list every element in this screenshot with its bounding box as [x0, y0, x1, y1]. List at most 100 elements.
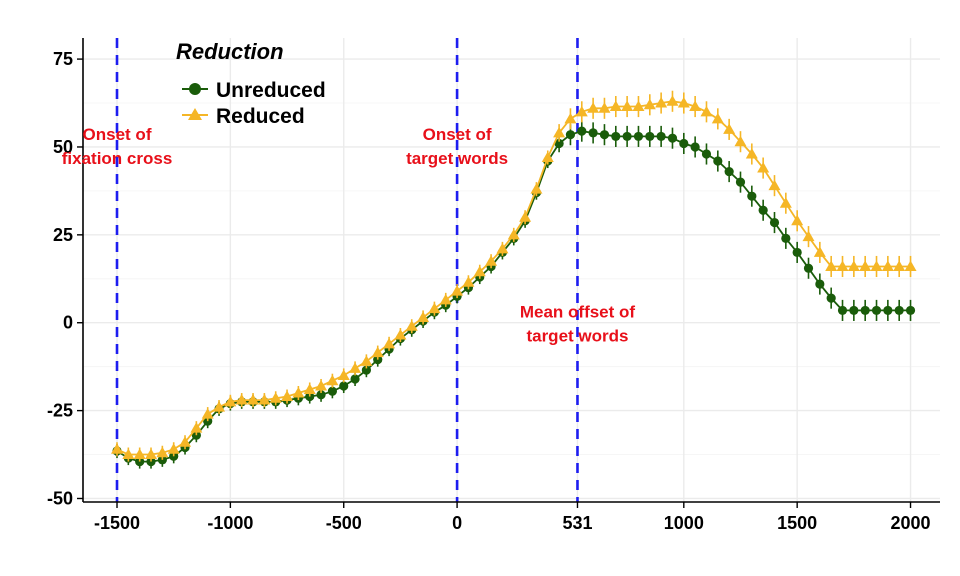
data-point	[666, 95, 679, 106]
data-point	[190, 422, 203, 433]
data-point	[621, 100, 634, 112]
data-point	[588, 128, 598, 138]
reference-lines	[115, 38, 579, 502]
data-point	[496, 242, 509, 254]
data-point	[723, 123, 736, 134]
data-point	[201, 408, 214, 419]
annotations: Onset of fixation cross Onset of target wor…	[62, 125, 636, 346]
data-point	[554, 138, 564, 149]
data-point	[701, 149, 712, 159]
x-tick-label: 0	[452, 513, 462, 533]
data-point	[893, 260, 906, 271]
data-point	[575, 105, 588, 117]
data-point	[883, 305, 893, 316]
data-point	[473, 265, 486, 277]
legend-item-unreduced: Unreduced	[182, 79, 326, 102]
data-point	[645, 131, 655, 142]
data-point	[564, 112, 577, 124]
data-point	[677, 97, 690, 108]
data-point	[553, 126, 566, 138]
y-tick-label: 75	[53, 49, 73, 69]
data-point	[735, 177, 746, 187]
data-point	[292, 387, 305, 398]
data-point	[655, 97, 668, 108]
x-tick-label: -1000	[207, 513, 253, 533]
data-point	[350, 374, 360, 384]
data-point	[815, 279, 825, 289]
data-point	[791, 214, 804, 226]
data-point	[339, 381, 349, 391]
data-point	[792, 247, 802, 258]
annotation-text: Onset of	[83, 125, 152, 144]
data-point	[690, 142, 700, 152]
data-point	[303, 383, 316, 395]
series-reduced	[111, 90, 917, 462]
data-point	[826, 293, 836, 303]
data-point	[757, 162, 770, 173]
legend-label-unreduced: Unreduced	[216, 79, 326, 102]
data-point	[871, 305, 882, 316]
data-point	[417, 311, 430, 322]
data-point	[394, 329, 407, 340]
data-point	[439, 293, 452, 305]
data-point	[881, 260, 894, 271]
y-tick-label: 25	[53, 225, 73, 245]
data-point	[451, 285, 464, 296]
data-point	[713, 156, 723, 166]
y-tick-label: -50	[47, 488, 73, 508]
data-point	[836, 260, 849, 271]
annotation-text: Mean offset of	[520, 302, 636, 321]
data-point	[609, 100, 622, 112]
data-point	[689, 100, 702, 112]
data-point	[485, 255, 498, 266]
data-point	[247, 394, 260, 405]
data-point	[904, 260, 917, 271]
data-point	[837, 305, 848, 316]
data-point	[813, 246, 826, 257]
data-point	[667, 133, 678, 143]
data-point	[622, 131, 632, 142]
data-point	[327, 386, 337, 396]
series-line-reduced	[116, 100, 911, 456]
data-point	[632, 100, 645, 112]
data-point	[802, 230, 815, 242]
data-point	[734, 135, 747, 147]
data-point	[167, 443, 180, 454]
data-point	[747, 191, 757, 201]
series-layer	[111, 90, 917, 469]
data-point	[122, 448, 135, 460]
data-point	[599, 130, 610, 140]
x-tick-label: 1000	[664, 513, 704, 533]
data-point	[724, 166, 734, 177]
data-point	[803, 263, 814, 273]
data-point	[361, 365, 371, 375]
data-point	[587, 102, 600, 113]
legend-title: Reduction	[176, 39, 284, 64]
data-point	[462, 276, 475, 287]
legend-item-reduced: Reduced	[182, 105, 305, 128]
annotation-text: Onset of	[423, 125, 492, 144]
data-point	[133, 448, 146, 460]
data-point	[111, 443, 124, 454]
data-point	[145, 448, 158, 460]
annotation-text: target words	[406, 149, 508, 168]
data-point	[530, 183, 543, 194]
x-tick-label: 531	[562, 513, 592, 533]
series-line-unreduced	[116, 130, 911, 463]
data-point	[213, 401, 226, 412]
data-point	[577, 126, 587, 136]
data-point	[860, 305, 870, 316]
data-point	[281, 390, 294, 402]
annotation-text: target words	[526, 326, 628, 345]
data-point	[349, 362, 362, 373]
data-point	[758, 205, 768, 215]
data-point	[870, 260, 883, 271]
data-point	[337, 369, 350, 380]
data-point	[825, 260, 838, 271]
data-point	[519, 211, 532, 222]
data-point	[768, 179, 781, 191]
x-tick-label: -1500	[94, 513, 140, 533]
data-point	[383, 337, 396, 349]
x-tick-label: 2000	[891, 513, 931, 533]
